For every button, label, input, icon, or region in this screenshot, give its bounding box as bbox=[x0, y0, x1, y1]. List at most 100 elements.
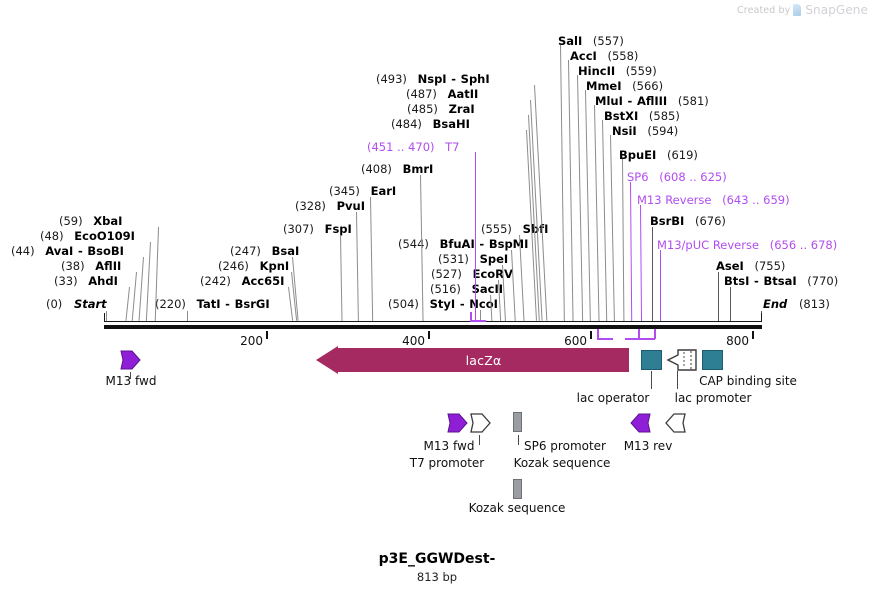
feature-m13-fwd-arrow[interactable] bbox=[119, 348, 141, 372]
site-label-TatI-BsrGI[interactable]: (220) TatI - BsrGI bbox=[155, 297, 270, 311]
ruler-label-800: 800 bbox=[726, 334, 749, 348]
leader-line-primer bbox=[630, 181, 633, 321]
legend-label-kozak-sequence: Kozak sequence bbox=[513, 456, 611, 470]
lacz-arrow-head bbox=[316, 346, 338, 374]
primer-span-M13-pUC-Reverse-tick bbox=[654, 329, 656, 339]
leader-line bbox=[610, 134, 615, 321]
site-label-SalI[interactable]: SalI (557) bbox=[558, 34, 624, 48]
leader-line bbox=[718, 272, 719, 321]
site-label-SbfI[interactable]: (555) SbfI bbox=[481, 222, 549, 236]
leader-line bbox=[356, 211, 359, 321]
primer-span-T7-tick bbox=[470, 312, 472, 321]
site-label-FspI[interactable]: (307) FspI bbox=[283, 222, 352, 236]
primer-span-M13-Reverse-tick bbox=[638, 329, 640, 339]
leader-line-primer bbox=[640, 204, 643, 321]
leader-line bbox=[370, 196, 374, 321]
feature-lac-promoter[interactable] bbox=[666, 348, 700, 372]
site-label-BpuEI[interactable]: BpuEI (619) bbox=[619, 148, 698, 162]
site-label-BsaI[interactable]: (247) BsaI bbox=[230, 244, 300, 258]
site-label-NspI-SphI[interactable]: (493) NspI - SphI bbox=[376, 72, 490, 86]
site-label-MmeI[interactable]: MmeI (566) bbox=[586, 79, 664, 93]
legend-label-t7-promoter: T7 promoter bbox=[409, 456, 485, 470]
legend-kozak-bottom-glyph[interactable] bbox=[513, 479, 522, 499]
feature-cap-binding-site[interactable] bbox=[702, 350, 723, 370]
leader-line bbox=[145, 241, 151, 321]
site-label-AseI[interactable]: AseI (755) bbox=[716, 259, 786, 273]
leader-line bbox=[511, 249, 516, 321]
lac-promoter-connector bbox=[677, 371, 678, 389]
site-label-NsiI[interactable]: NsiI (594) bbox=[612, 124, 679, 138]
lac-operator-connector bbox=[651, 371, 652, 389]
feature-m13-fwd-label: M13 fwd bbox=[105, 374, 157, 388]
legend-m13-rev-glyph[interactable] bbox=[630, 411, 652, 435]
site-label-HincII[interactable]: HincII (559) bbox=[578, 64, 657, 78]
feature-m13-fwd-connector bbox=[130, 372, 131, 379]
lac-promoter-label: lac promoter bbox=[674, 391, 752, 405]
leader-line bbox=[106, 311, 107, 321]
site-label-AvaI-BsoBI[interactable]: (44) AvaI - BsoBI bbox=[11, 244, 124, 258]
leader-line bbox=[652, 227, 653, 321]
site-label-End[interactable]: End (813) bbox=[763, 297, 830, 311]
primer-span-M13-Reverse bbox=[625, 338, 639, 340]
site-label-BfuAI-BspMI[interactable]: (544) BfuAI - BspMI bbox=[398, 237, 529, 251]
backbone-start-cap bbox=[104, 313, 105, 322]
leader-line-primer bbox=[475, 152, 476, 321]
ruler-tick-800 bbox=[752, 331, 754, 339]
ruler-tick-200 bbox=[266, 331, 268, 339]
site-label-Start[interactable]: (0) Start bbox=[46, 297, 107, 311]
primer-label-SP6[interactable]: SP6 (608 .. 625) bbox=[627, 170, 727, 184]
leader-line bbox=[594, 104, 600, 321]
site-label-SpeI[interactable]: (531) SpeI bbox=[438, 252, 509, 266]
backbone-bar bbox=[104, 325, 762, 329]
ruler-tick-600 bbox=[590, 331, 592, 339]
site-label-PvuI[interactable]: (328) PvuI bbox=[295, 199, 365, 213]
site-label-BsaHI[interactable]: (484) BsaHI bbox=[391, 117, 470, 131]
site-label-BtsI-BtsaI[interactable]: BtsI - BtsaI (770) bbox=[724, 274, 839, 288]
site-label-ZraI[interactable]: (485) ZraI bbox=[407, 102, 475, 116]
primer-label-M13-pUC-Reverse[interactable]: M13/pUC Reverse (656 .. 678) bbox=[657, 238, 838, 252]
plasmid-title: p3E_GGWDest- bbox=[378, 551, 496, 567]
arrow-right-purple-icon bbox=[447, 413, 468, 433]
legend-sp6-promoter-glyph[interactable] bbox=[665, 411, 687, 435]
site-label-KpnI[interactable]: (246) KpnI bbox=[218, 259, 290, 273]
site-label-MluI-AflIII[interactable]: MluI - AflIII (581) bbox=[595, 94, 709, 108]
site-label-EcoRV[interactable]: (527) EcoRV bbox=[431, 267, 513, 281]
feature-lac-operator[interactable] bbox=[641, 350, 662, 370]
backbone-end-cap bbox=[761, 313, 762, 322]
site-label-XbaI[interactable]: (59) XbaI bbox=[59, 214, 123, 228]
site-label-SacII[interactable]: (516) SacII bbox=[430, 282, 504, 296]
leader-line bbox=[568, 59, 574, 321]
leader-line bbox=[585, 89, 591, 321]
legend-t7-promoter-glyph[interactable] bbox=[469, 411, 491, 435]
site-label-EcoO109I[interactable]: (48) EcoO109I bbox=[40, 229, 135, 243]
legend-label-sp6-promoter: SP6 promoter bbox=[524, 439, 606, 453]
legend-kozak-glyph[interactable] bbox=[513, 412, 522, 432]
legend-kozak-connector bbox=[518, 435, 519, 445]
site-label-BstXI[interactable]: BstXI (585) bbox=[604, 109, 680, 123]
site-label-AflII[interactable]: (38) AflII bbox=[61, 259, 122, 273]
site-label-StyI-NcoI[interactable]: (504) StyI - NcoI bbox=[388, 297, 498, 311]
leader-line bbox=[622, 158, 625, 321]
cap-binding-site-label: CAP binding site bbox=[699, 374, 797, 388]
site-label-AccI[interactable]: AccI (558) bbox=[570, 49, 639, 63]
watermark-brand: SnapGene bbox=[805, 3, 868, 17]
primer-label-T7[interactable]: (451 .. 470) T7 bbox=[367, 140, 460, 154]
site-label-EarI[interactable]: (345) EarI bbox=[329, 184, 397, 198]
primer-label-M13-Reverse[interactable]: M13 Reverse (643 .. 659) bbox=[637, 193, 790, 207]
leader-line bbox=[602, 119, 608, 321]
ruler-label-400: 400 bbox=[402, 334, 425, 348]
leader-line bbox=[187, 311, 188, 321]
legend-m13-fwd-glyph[interactable] bbox=[446, 411, 468, 435]
leader-line bbox=[560, 44, 565, 321]
legend-t7-connector bbox=[479, 435, 480, 445]
lacz-feature[interactable]: lacZα bbox=[338, 348, 629, 372]
site-label-AatII[interactable]: (487) AatII bbox=[406, 87, 479, 101]
site-label-Acc65I[interactable]: (242) Acc65I bbox=[200, 274, 285, 288]
site-label-BmrI[interactable]: (408) BmrI bbox=[361, 162, 434, 176]
leader-line bbox=[577, 74, 584, 321]
site-label-AhdI[interactable]: (33) AhdI bbox=[54, 274, 118, 288]
leader-line bbox=[340, 234, 343, 321]
site-label-BsrBI[interactable]: BsrBI (676) bbox=[650, 214, 726, 228]
leader-line bbox=[138, 256, 144, 321]
